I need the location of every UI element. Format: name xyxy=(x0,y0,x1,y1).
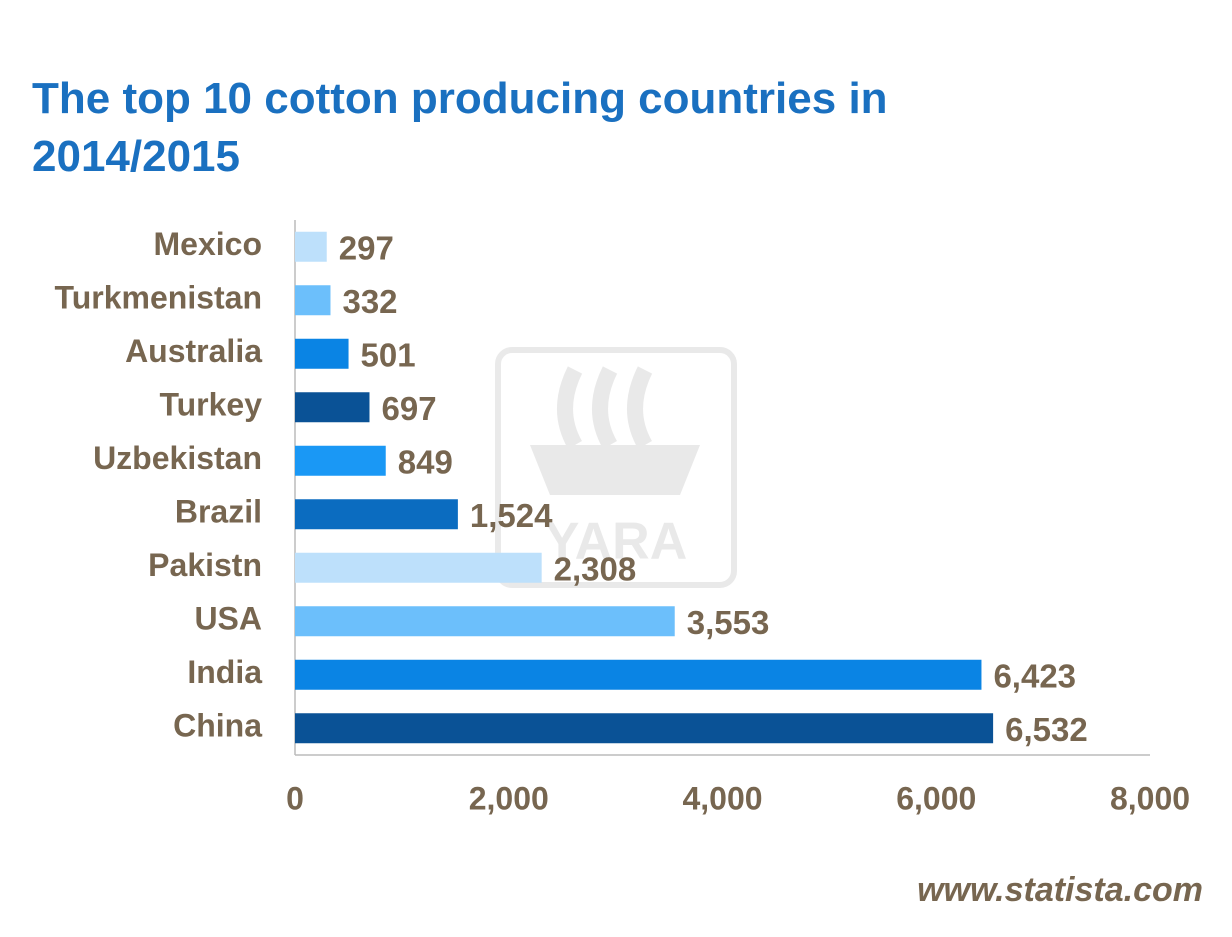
value-label: 3,553 xyxy=(687,604,770,641)
value-label: 1,524 xyxy=(470,497,553,534)
x-tick-label: 2,000 xyxy=(469,780,549,816)
value-label: 849 xyxy=(398,443,453,480)
y-tick-label: Turkmenistan xyxy=(55,280,262,316)
watermark: YARA xyxy=(495,347,737,588)
bar xyxy=(295,552,542,583)
y-tick-label: Australia xyxy=(125,333,262,369)
y-tick-label: Mexico xyxy=(154,226,262,262)
bar xyxy=(295,713,994,744)
y-tick-label: China xyxy=(173,708,262,744)
watermark-text: YARA xyxy=(545,513,688,571)
bar xyxy=(295,231,327,262)
bar xyxy=(295,499,458,530)
value-label: 2,308 xyxy=(554,550,637,587)
x-tick-label: 0 xyxy=(286,780,304,816)
value-label: 6,532 xyxy=(1005,711,1088,748)
y-tick-label: USA xyxy=(194,601,262,637)
value-label: 332 xyxy=(342,283,397,320)
bar xyxy=(295,285,331,316)
y-tick-label: Brazil xyxy=(175,494,262,530)
chart-title: The top 10 cotton producing countries in… xyxy=(32,74,888,181)
y-tick-label: Pakistn xyxy=(148,547,262,583)
bar xyxy=(295,659,982,690)
y-tick-label: Uzbekistan xyxy=(93,440,262,476)
x-tick-label: 6,000 xyxy=(896,780,976,816)
value-label: 697 xyxy=(381,390,436,427)
value-label: 6,423 xyxy=(993,657,1076,694)
value-label: 501 xyxy=(361,336,416,373)
bar xyxy=(295,445,386,476)
bar xyxy=(295,606,675,637)
y-tick-label: India xyxy=(187,654,262,690)
value-label: 297 xyxy=(339,229,394,266)
bar xyxy=(295,338,349,369)
source: www.statista.com xyxy=(917,871,1203,909)
bar xyxy=(295,392,370,423)
x-tick-label: 8,000 xyxy=(1110,780,1190,816)
x-tick-label: 4,000 xyxy=(682,780,762,816)
y-tick-label: Turkey xyxy=(159,387,262,423)
